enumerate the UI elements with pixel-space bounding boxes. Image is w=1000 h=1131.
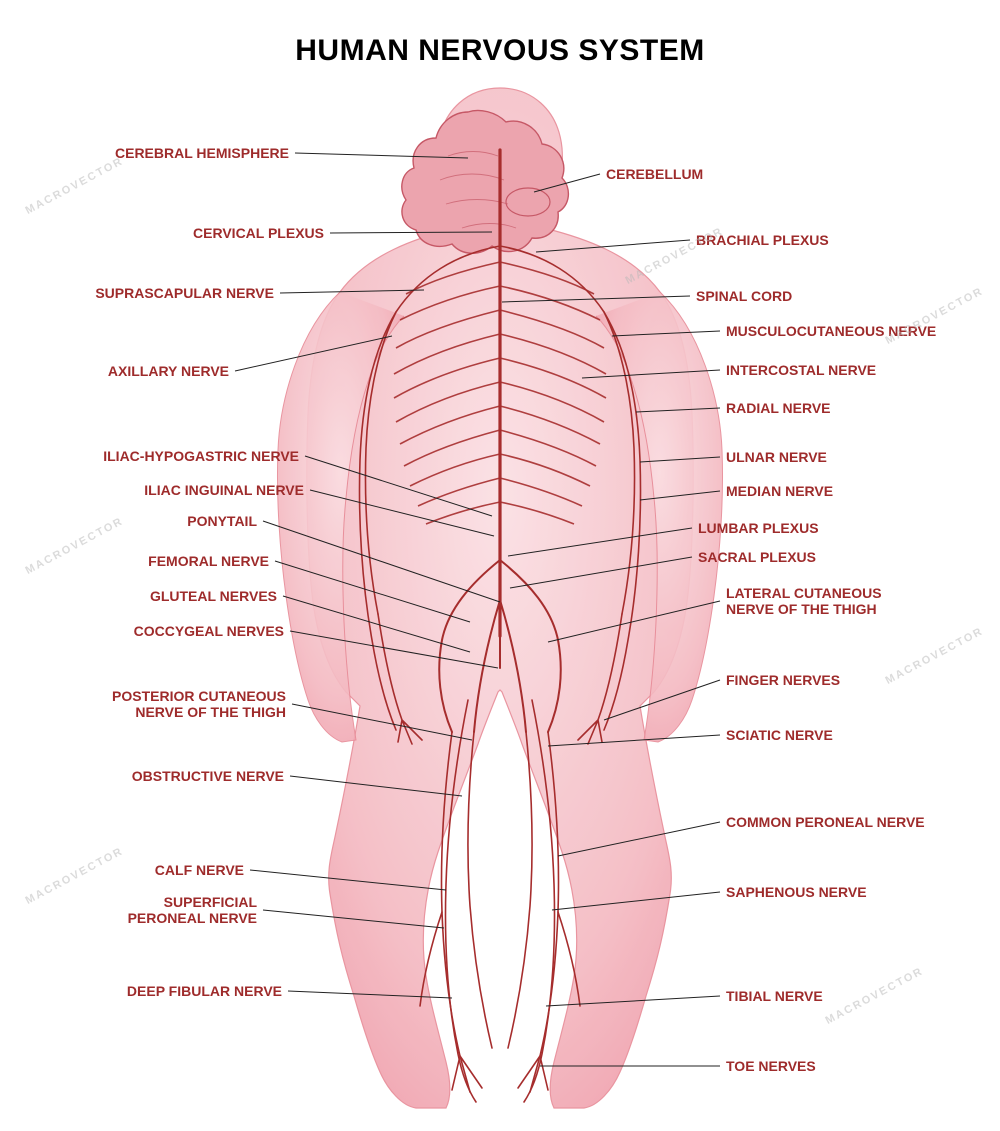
label-coccygeal-nerves: COCCYGEAL NERVES xyxy=(0,623,284,639)
label-intercostal-nerve: INTERCOSTAL NERVE xyxy=(726,362,876,378)
watermark: MACROVECTOR xyxy=(884,625,986,687)
label-tibial-nerve: TIBIAL NERVE xyxy=(726,988,823,1004)
watermark: MACROVECTOR xyxy=(24,515,126,577)
label-deep-fibular-nerve: DEEP FIBULAR NERVE xyxy=(0,983,282,999)
brain xyxy=(402,110,569,253)
label-axillary-nerve: AXILLARY NERVE xyxy=(0,363,229,379)
label-obstructive-nerve: OBSTRUCTIVE NERVE xyxy=(0,768,284,784)
label-toe-nerves: TOE NERVES xyxy=(726,1058,816,1074)
body-silhouette xyxy=(277,88,722,1108)
label-sciatic-nerve: SCIATIC NERVE xyxy=(726,727,833,743)
watermark: MACROVECTOR xyxy=(624,225,726,287)
label-brachial-plexus: BRACHIAL PLEXUS xyxy=(696,232,829,248)
leader-lines xyxy=(235,153,720,1066)
label-superficial-peroneal: SUPERFICIAL PERONEAL NERVE xyxy=(0,894,257,926)
label-finger-nerves: FINGER NERVES xyxy=(726,672,840,688)
label-suprascapular-nerve: SUPRASCAPULAR NERVE xyxy=(0,285,274,301)
label-gluteal-nerves: GLUTEAL NERVES xyxy=(0,588,277,604)
label-musculocutaneous-nerve: MUSCULOCUTANEOUS NERVE xyxy=(726,323,936,339)
watermark: MACROVECTOR xyxy=(884,285,986,347)
label-radial-nerve: RADIAL NERVE xyxy=(726,400,831,416)
label-iliac-inguinal-nerve: ILIAC INGUINAL NERVE xyxy=(4,482,304,498)
label-median-nerve: MEDIAN NERVE xyxy=(726,483,833,499)
watermark: MACROVECTOR xyxy=(24,155,126,217)
diagram-stage: CEREBRAL HEMISPHERE CERVICAL PLEXUS SUPRAS… xyxy=(0,0,1000,1131)
label-saphenous-nerve: SAPHENOUS NERVE xyxy=(726,884,867,900)
label-femoral-nerve: FEMORAL NERVE xyxy=(0,553,269,569)
label-posterior-cutaneous: POSTERIOR CUTANEOUS NERVE OF THE THIGH xyxy=(0,688,286,720)
label-cerebellum: CEREBELLUM xyxy=(606,166,703,182)
watermark: MACROVECTOR xyxy=(24,845,126,907)
label-common-peroneal: COMMON PERONEAL NERVE xyxy=(726,814,925,830)
watermark: MACROVECTOR xyxy=(824,965,926,1027)
label-iliac-hypogastric-nerve: ILIAC-HYPOGASTRIC NERVE xyxy=(0,448,299,464)
nerve-network xyxy=(360,150,641,1102)
label-lumbar-plexus: LUMBAR PLEXUS xyxy=(698,520,819,536)
label-cervical-plexus: CERVICAL PLEXUS xyxy=(24,225,324,241)
label-lateral-cutaneous: LATERAL CUTANEOUS NERVE OF THE THIGH xyxy=(726,585,882,617)
label-spinal-cord: SPINAL CORD xyxy=(696,288,792,304)
diagram-svg xyxy=(0,0,1000,1131)
label-calf-nerve: CALF NERVE xyxy=(0,862,244,878)
label-cerebral-hemisphere: CEREBRAL HEMISPHERE xyxy=(0,145,289,161)
label-ulnar-nerve: ULNAR NERVE xyxy=(726,449,827,465)
label-sacral-plexus: SACRAL PLEXUS xyxy=(698,549,816,565)
label-ponytail: PONYTAIL xyxy=(0,513,257,529)
